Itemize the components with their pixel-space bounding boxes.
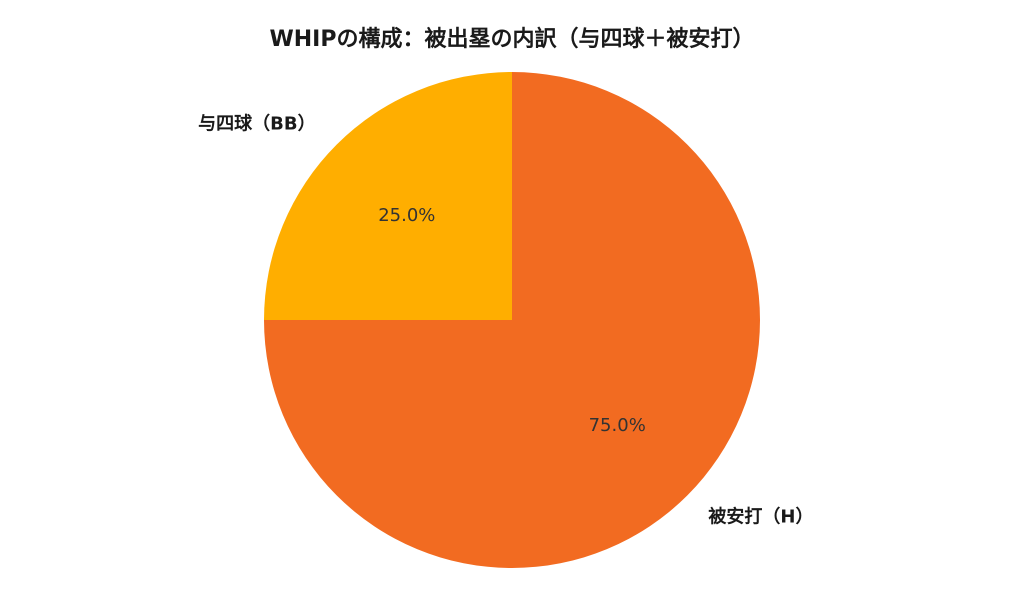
pie-slices	[264, 72, 760, 568]
pie-slice	[264, 72, 512, 320]
slice-percent-label: 75.0%	[589, 415, 646, 436]
slice-category-label: 与四球（BB）	[198, 114, 315, 135]
pie-labels: 75.0% 被安打（H） 25.0% 与四球（BB）	[198, 114, 813, 528]
chart-title: WHIPの構成：被出塁の内訳（与四球＋被安打）	[270, 26, 755, 52]
slice-percent-label: 25.0%	[378, 205, 435, 226]
slice-category-label: 被安打（H）	[708, 505, 813, 527]
